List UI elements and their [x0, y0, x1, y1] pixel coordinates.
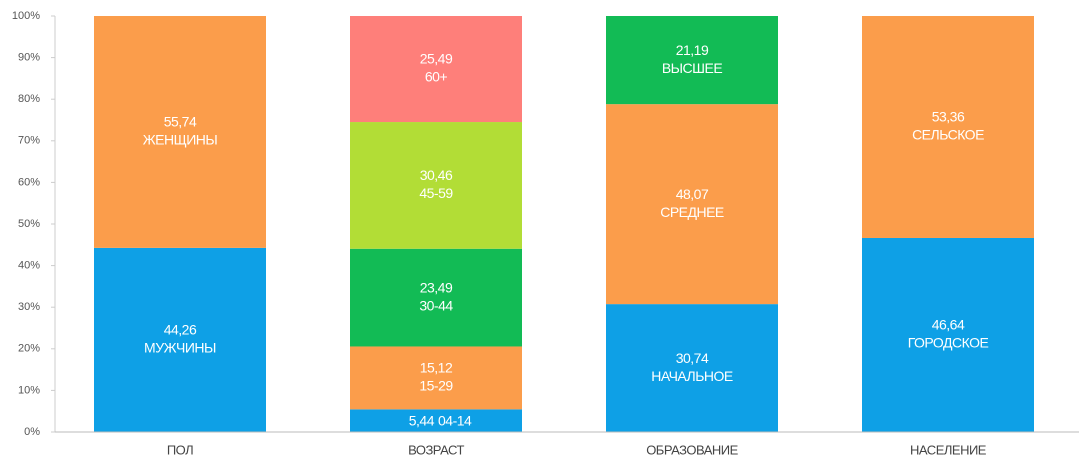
y-tick-label: 0% [24, 426, 40, 438]
bar-segment [350, 16, 522, 123]
y-tick-label: 20% [18, 343, 40, 355]
segment-name: 15-29 [419, 378, 453, 394]
segment-value: 48,07 [676, 186, 709, 202]
segment-value: 23,49 [420, 279, 453, 295]
segment-name: ЖЕНЩИНЫ [143, 132, 218, 148]
bar-segment [350, 346, 522, 410]
segment-value: 25,49 [420, 51, 453, 67]
y-tick-label: 60% [18, 176, 40, 188]
y-tick-label: 50% [18, 218, 40, 230]
segment-value: 15,12 [420, 360, 453, 376]
y-tick-label: 100% [12, 10, 40, 22]
segment-value: 5,44 [409, 412, 435, 428]
segment-name: ГОРОДСКОЕ [908, 335, 989, 351]
x-tick-label: ПОЛ [167, 442, 193, 457]
y-tick-label: 90% [18, 52, 40, 64]
bar-segment [350, 248, 522, 347]
segment-name: СРЕДНЕЕ [660, 204, 724, 220]
bar-segment [94, 16, 266, 248]
segment-name: СЕЛЬСКОЕ [912, 127, 984, 143]
segment-name: 60+ [425, 69, 448, 85]
segment-value: 30,74 [676, 350, 709, 366]
bar-segment [862, 16, 1034, 238]
y-tick-label: 10% [18, 384, 40, 396]
bar-segment [606, 304, 778, 432]
y-tick-label: 30% [18, 301, 40, 313]
segment-value: 53,36 [932, 109, 965, 125]
bar-segment [94, 247, 266, 432]
y-tick-label: 80% [18, 93, 40, 105]
bar-segment [606, 16, 778, 105]
bar-segment [350, 409, 522, 432]
segment-name: 45-59 [419, 185, 453, 201]
x-tick-label: ОБРАЗОВАНИЕ [646, 442, 738, 457]
y-tick-label: 70% [18, 135, 40, 147]
segment-value: 55,74 [164, 114, 197, 130]
bar-segment [862, 237, 1034, 432]
segment-name: МУЖЧИНЫ [144, 340, 216, 356]
segment-value: 21,19 [676, 42, 709, 58]
segment-name: НАЧАЛЬНОЕ [651, 368, 733, 384]
segment-value: 30,46 [420, 167, 453, 183]
segment-value: 44,26 [164, 322, 197, 338]
segment-name: ВЫСШЕЕ [662, 60, 723, 76]
segment-name: 04-14 [438, 412, 472, 428]
x-tick-label: НАСЕЛЕНИЕ [910, 442, 987, 457]
x-tick-label: ВОЗРАСТ [408, 442, 464, 457]
segment-name: 30-44 [419, 297, 453, 313]
bar-segment [606, 104, 778, 305]
bar-segment [350, 122, 522, 249]
y-tick-label: 40% [18, 260, 40, 272]
segment-value: 46,64 [932, 317, 965, 333]
